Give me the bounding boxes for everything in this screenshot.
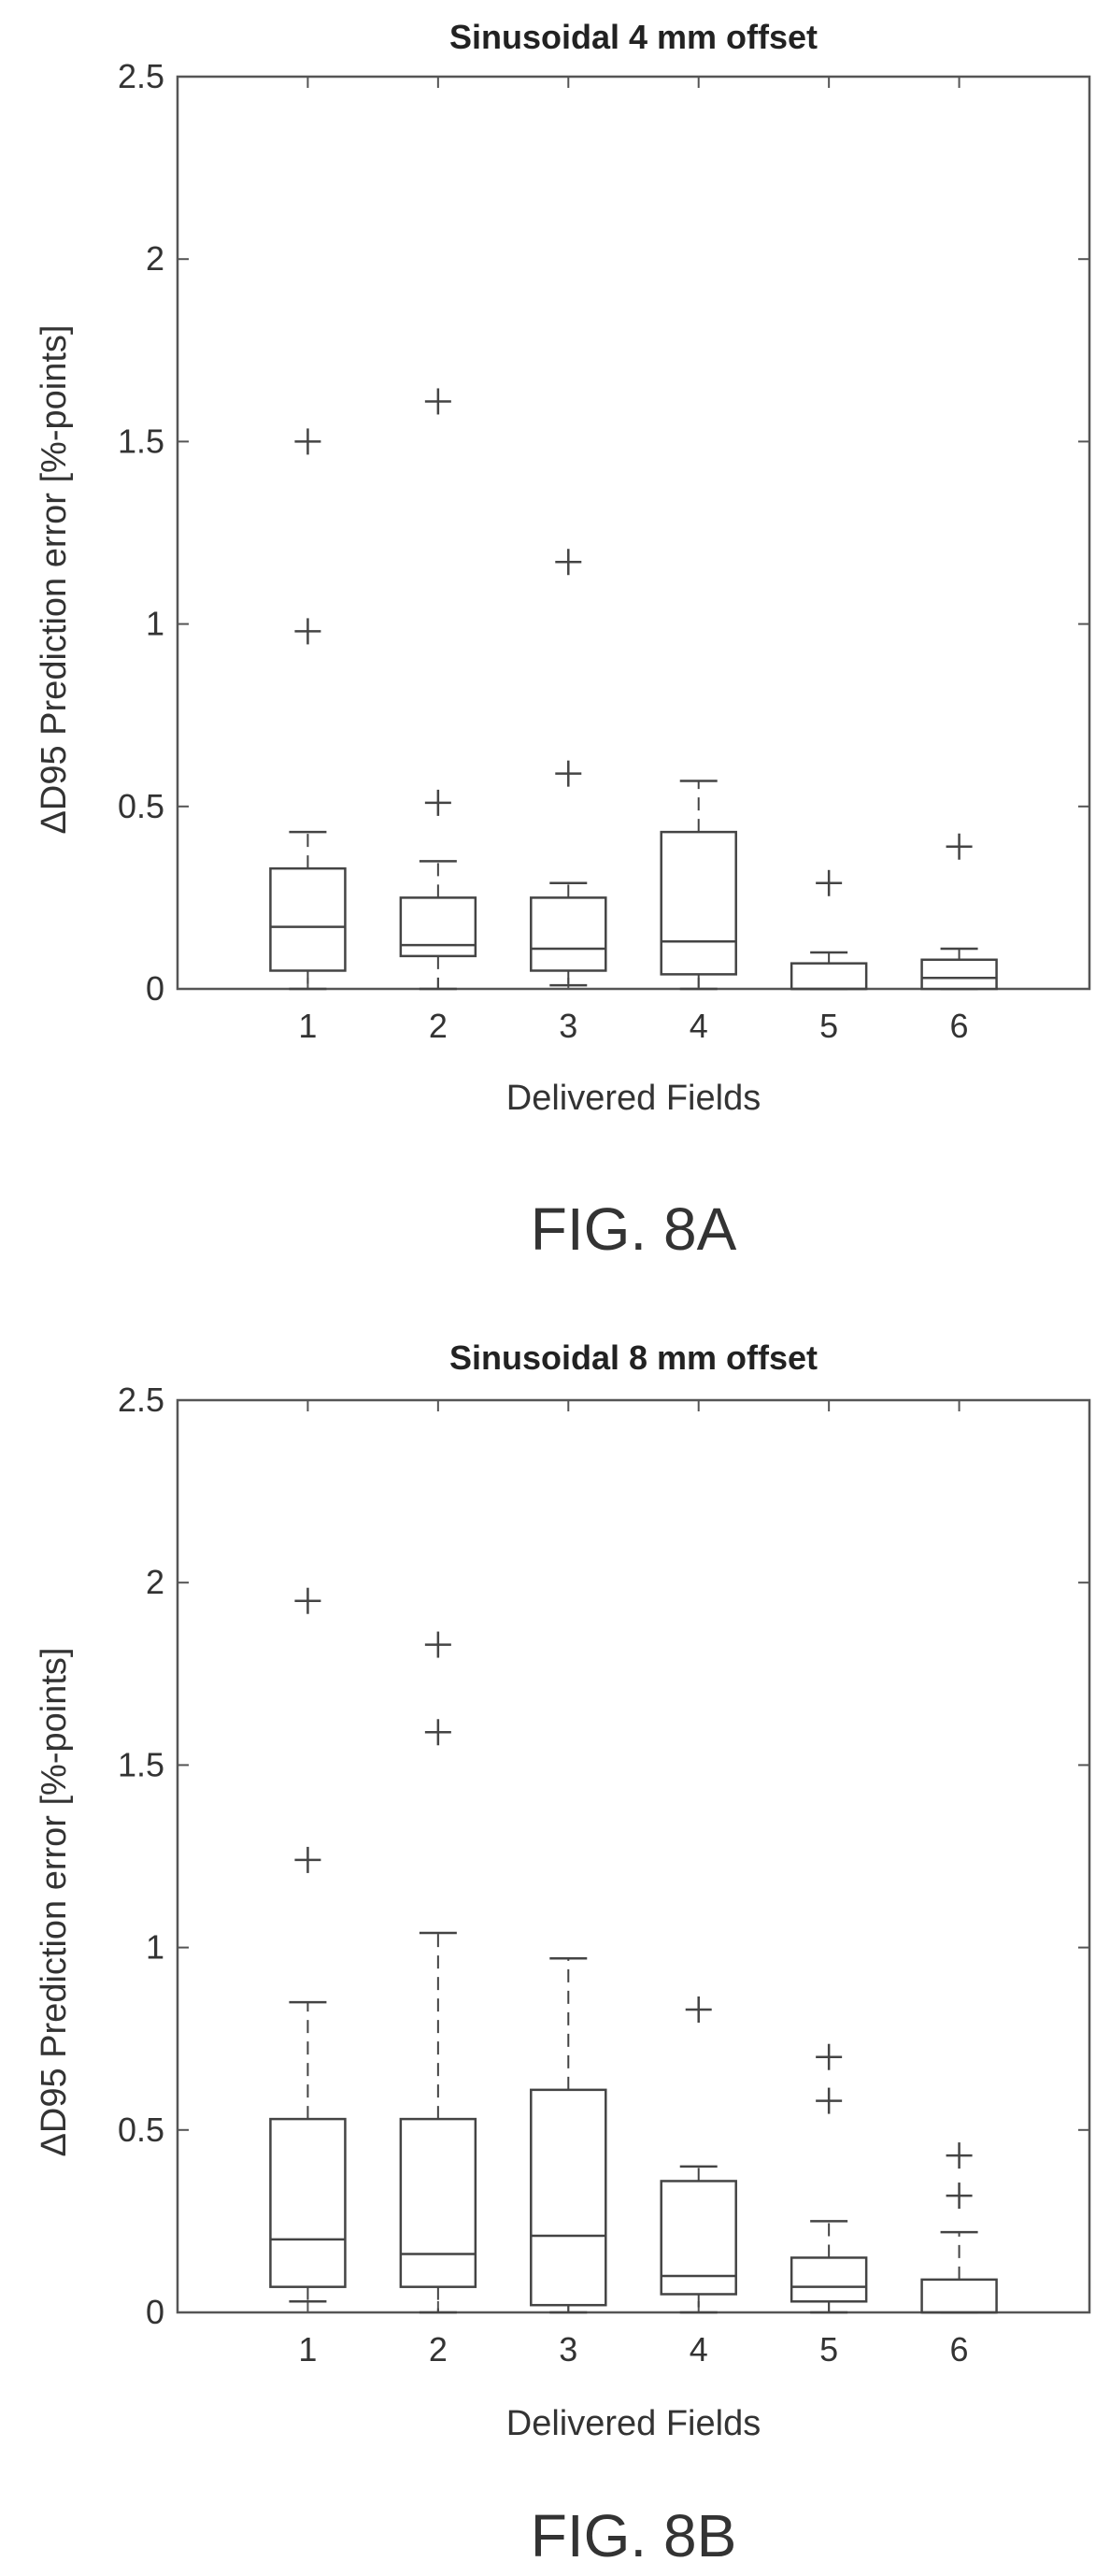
y-tick-label: 0: [146, 2293, 164, 2331]
outlier-marker: [294, 428, 321, 455]
box-iqr: [790, 962, 868, 991]
x-tick-label: 1: [298, 1007, 317, 1045]
boxes-group: [269, 1587, 998, 2314]
outlier-marker: [424, 789, 451, 816]
box-iqr: [399, 2117, 477, 2288]
ticks-group: 0 0.5 1 1.5 2 2.5 1 2 3 4 5 6: [118, 57, 1089, 1045]
chart-title: Sinusoidal 8 mm offset: [449, 1338, 818, 1377]
box-plot: [660, 780, 737, 991]
box-plot: [530, 1957, 607, 2314]
box-plot: [790, 2043, 868, 2314]
box-iqr: [920, 958, 998, 991]
outlier-marker: [294, 618, 321, 645]
y-tick-label: 1.5: [118, 1745, 164, 1783]
y-tick-label: 2: [146, 1563, 164, 1601]
y-tick-label: 0: [146, 969, 164, 1008]
x-tick-label: 2: [429, 1007, 448, 1045]
x-tick-label: 1: [298, 2330, 317, 2368]
box-plot: [530, 549, 607, 987]
x-tick-label: 5: [819, 2330, 838, 2368]
x-tick-label: 4: [690, 1007, 708, 1045]
y-axis-label: ΔD95 Prediction error [%-points]: [35, 1648, 74, 2157]
ticks-group: 0 0.5 1 1.5 2 2.5 1 2 3 4 5 6: [118, 1381, 1089, 2368]
x-axis-label: Delivered Fields: [506, 2404, 761, 2443]
box-plot: [920, 2142, 998, 2314]
y-tick-label: 0.5: [118, 2111, 164, 2149]
y-tick-label: 2: [146, 239, 164, 278]
outlier-marker: [424, 1719, 451, 1746]
outlier-marker: [555, 760, 582, 787]
outlier-marker: [946, 2142, 973, 2169]
x-tick-label: 2: [429, 2330, 448, 2368]
chart-title: Sinusoidal 4 mm offset: [449, 18, 818, 56]
box-iqr: [660, 2180, 737, 2296]
y-tick-label: 1.5: [118, 422, 164, 460]
outlier-marker: [816, 2087, 843, 2114]
plot-frame: [176, 75, 1091, 991]
box-iqr: [269, 2117, 347, 2288]
outlier-marker: [816, 869, 843, 896]
box-plot: [269, 428, 347, 991]
y-axis-label: ΔD95 Prediction error [%-points]: [35, 325, 74, 835]
y-tick-label: 1: [146, 605, 164, 643]
y-tick-label: 0.5: [118, 787, 164, 825]
chart-panel-8a: Sinusoidal 4 mm offset ΔD95 Prediction e…: [35, 18, 1091, 1263]
y-tick-label: 2.5: [118, 1381, 164, 1419]
x-tick-label: 5: [819, 1007, 838, 1045]
outlier-marker: [555, 549, 582, 576]
outlier-marker: [424, 388, 451, 415]
x-tick-label: 3: [559, 2330, 577, 2368]
x-tick-label: 6: [950, 2330, 969, 2368]
outlier-marker: [294, 1587, 321, 1614]
box-plot: [920, 833, 998, 991]
x-tick-label: 4: [690, 2330, 708, 2368]
outlier-marker: [685, 1996, 712, 2023]
box-iqr: [399, 896, 477, 958]
x-axis-label: Delivered Fields: [506, 1079, 761, 1118]
x-tick-label: 6: [950, 1007, 969, 1045]
y-tick-label: 2.5: [118, 57, 164, 95]
box-plot: [660, 1996, 737, 2314]
box-plot: [790, 869, 868, 991]
figure-caption: FIG. 8A: [531, 1195, 737, 1263]
box-plot: [399, 388, 477, 991]
box-iqr: [920, 2278, 998, 2314]
box-iqr: [269, 866, 347, 972]
box-iqr: [530, 2088, 607, 2307]
outlier-marker: [294, 1846, 321, 1873]
y-tick-label: 1: [146, 1928, 164, 1967]
box-plot: [269, 1587, 347, 2303]
boxes-group: [269, 388, 998, 991]
box-plot: [399, 1631, 477, 2314]
outlier-marker: [946, 833, 973, 860]
x-tick-label: 3: [559, 1007, 577, 1045]
box-iqr: [790, 2256, 868, 2303]
chart-panel-8b: Sinusoidal 8 mm offset ΔD95 Prediction e…: [35, 1338, 1091, 2569]
figure-caption: FIG. 8B: [531, 2502, 737, 2569]
outlier-marker: [424, 1631, 451, 1658]
plot-frame: [176, 1398, 1091, 2314]
outlier-marker: [816, 2043, 843, 2070]
box-iqr: [530, 896, 607, 972]
box-iqr: [660, 830, 737, 976]
outlier-marker: [946, 2182, 973, 2210]
